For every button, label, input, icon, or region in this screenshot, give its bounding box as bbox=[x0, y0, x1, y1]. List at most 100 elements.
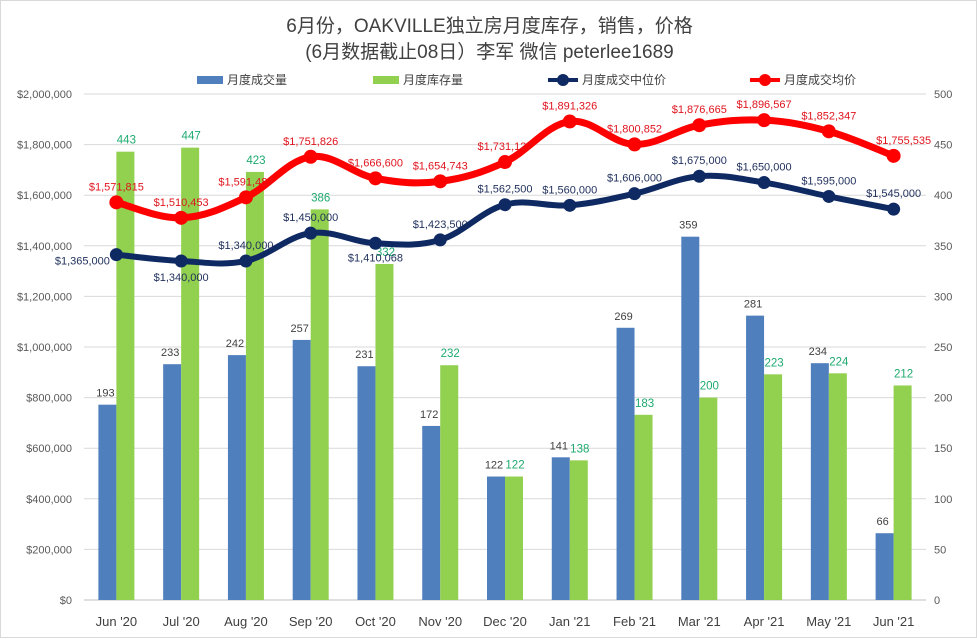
left-axis-tick: $600,000 bbox=[26, 443, 72, 455]
left-axis-tick: $1,000,000 bbox=[17, 342, 72, 354]
legend-item-median-price: 月度成交中位价 bbox=[548, 71, 666, 88]
legend-swatch-sales-volume bbox=[197, 75, 223, 84]
left-axis-tick: $0 bbox=[60, 595, 72, 607]
data-label-inventory: 423 bbox=[246, 155, 265, 167]
median-price-point bbox=[563, 198, 577, 212]
data-label-median-price: $1,410,068 bbox=[348, 252, 403, 264]
left-axis-tick: $200,000 bbox=[26, 544, 72, 556]
x-axis-tick: Apr '21 bbox=[744, 614, 785, 629]
bar-sales-volume bbox=[551, 457, 570, 600]
average-price-point bbox=[821, 124, 836, 139]
bar-sales-volume bbox=[681, 236, 700, 600]
legend-line-median-price bbox=[548, 73, 578, 86]
left-axis-tick: $800,000 bbox=[26, 393, 72, 405]
legend-swatch-inventory bbox=[373, 75, 399, 84]
data-label-inventory: 224 bbox=[829, 356, 849, 368]
data-label-sales-volume: 281 bbox=[744, 299, 762, 311]
right-axis-tick: 350 bbox=[934, 241, 952, 253]
data-label-inventory: 138 bbox=[570, 443, 589, 455]
bar-sales-volume bbox=[616, 327, 635, 600]
bar-inventory bbox=[634, 414, 653, 600]
bar-inventory bbox=[764, 374, 783, 600]
data-label-median-price: $1,340,000 bbox=[218, 240, 273, 252]
average-price-point bbox=[303, 149, 318, 164]
data-label-median-price: $1,545,000 bbox=[866, 188, 921, 200]
data-label-sales-volume: 242 bbox=[226, 338, 244, 350]
median-price-point bbox=[822, 189, 836, 203]
bar-inventory bbox=[440, 365, 459, 600]
x-axis-tick: Aug '20 bbox=[224, 614, 268, 629]
right-axis-tick: 100 bbox=[934, 494, 952, 506]
median-price-point bbox=[887, 202, 901, 216]
legend-item-average-price: 月度成交均价 bbox=[750, 71, 856, 88]
data-label-median-price: $1,365,000 bbox=[55, 256, 110, 268]
left-axis-tick: $400,000 bbox=[26, 494, 72, 506]
data-label-average-price: $1,510,453 bbox=[154, 197, 209, 209]
right-axis-tick: 150 bbox=[934, 443, 952, 455]
data-label-sales-volume: 269 bbox=[614, 311, 632, 323]
average-price-point bbox=[627, 137, 642, 152]
bar-inventory bbox=[310, 209, 329, 601]
average-price-point bbox=[692, 118, 707, 133]
average-price-point bbox=[368, 171, 383, 186]
average-price-point bbox=[238, 190, 253, 205]
x-axis-tick: Jun '20 bbox=[96, 614, 138, 629]
data-label-average-price: $1,800,852 bbox=[607, 123, 662, 135]
data-label-median-price: $1,675,000 bbox=[672, 155, 727, 167]
data-label-median-price: $1,423,500 bbox=[413, 219, 468, 231]
data-label-median-price: $1,450,000 bbox=[283, 212, 338, 224]
data-label-median-price: $1,650,000 bbox=[737, 162, 792, 174]
bar-inventory bbox=[245, 171, 264, 600]
average-price-point bbox=[757, 113, 772, 128]
x-axis-tick: Mar '21 bbox=[678, 614, 721, 629]
data-label-average-price: $1,731,127 bbox=[477, 141, 532, 153]
median-price-point bbox=[304, 226, 318, 240]
data-label-sales-volume: 66 bbox=[876, 516, 888, 528]
data-label-average-price: $1,876,665 bbox=[672, 104, 727, 116]
data-label-average-price: $1,571,815 bbox=[89, 181, 144, 193]
median-price-point bbox=[498, 198, 512, 212]
left-axis-tick: $2,000,000 bbox=[17, 89, 72, 101]
x-axis-tick: Oct '20 bbox=[355, 614, 396, 629]
data-label-sales-volume: 257 bbox=[291, 323, 309, 335]
average-price-point bbox=[886, 148, 901, 163]
bar-inventory bbox=[828, 373, 847, 600]
data-label-median-price: $1,560,000 bbox=[542, 184, 597, 196]
chart-title: 6月份，OAKVILLE独立房月度库存，销售，价格 bbox=[286, 16, 693, 37]
data-label-average-price: $1,891,326 bbox=[542, 100, 597, 112]
right-axis-tick: 300 bbox=[934, 291, 952, 303]
data-label-inventory: 200 bbox=[700, 381, 719, 393]
legend-label: 月度库存量 bbox=[403, 73, 464, 87]
chart-subtitle: (6月数据截止08日）李军 微信 peterlee1689 bbox=[305, 42, 674, 63]
median-price-point bbox=[692, 169, 706, 183]
median-price-point bbox=[433, 233, 447, 247]
right-axis-tick: 0 bbox=[934, 595, 940, 607]
median-price-point bbox=[757, 176, 771, 190]
median-price-point bbox=[174, 254, 188, 268]
bar-sales-volume bbox=[292, 339, 311, 600]
data-label-inventory: 332 bbox=[376, 247, 395, 259]
x-axis-tick: Jul '20 bbox=[163, 614, 200, 629]
legend-label: 月度成交量 bbox=[227, 73, 288, 87]
x-axis-tick: Jun '21 bbox=[873, 614, 915, 629]
legend: 月度成交量 月度库存量 月度成交中位价 月度成交均价 bbox=[1, 71, 977, 91]
data-label-median-price: $1,562,500 bbox=[477, 184, 532, 196]
bar-inventory bbox=[375, 264, 394, 600]
x-axis-tick: May '21 bbox=[806, 614, 851, 629]
bar-inventory bbox=[116, 151, 135, 600]
data-label-inventory: 223 bbox=[764, 357, 783, 369]
left-axis-tick: $1,400,000 bbox=[17, 241, 72, 253]
bar-sales-volume bbox=[487, 476, 505, 600]
left-axis-tick: $1,800,000 bbox=[17, 140, 72, 152]
data-label-average-price: $1,591,487 bbox=[218, 176, 273, 188]
bar-sales-volume bbox=[810, 363, 829, 600]
data-label-average-price: $1,654,743 bbox=[413, 160, 468, 172]
average-price-point bbox=[562, 114, 577, 129]
bar-sales-volume bbox=[422, 425, 441, 600]
legend-item-sales-volume: 月度成交量 bbox=[197, 71, 287, 88]
data-label-average-price: $1,751,826 bbox=[283, 136, 338, 148]
right-axis-tick: 200 bbox=[934, 393, 952, 405]
data-label-sales-volume: 359 bbox=[679, 220, 697, 232]
average-price-point bbox=[109, 195, 124, 210]
